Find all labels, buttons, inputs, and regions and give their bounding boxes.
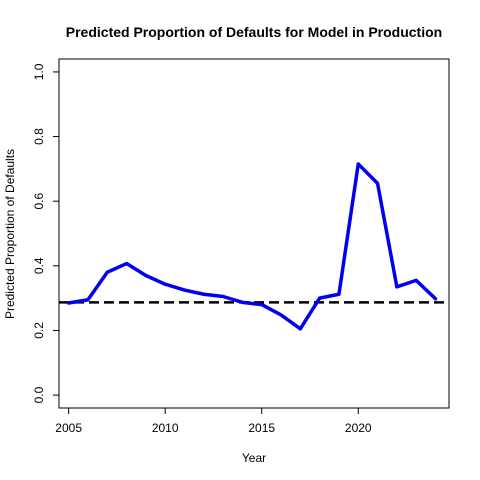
data-point	[183, 289, 186, 292]
x-tick-label: 2010	[152, 421, 179, 435]
y-tick-label: 0.2	[32, 322, 46, 339]
x-axis: 2005 2010 2015 2020	[55, 408, 372, 435]
data-point	[86, 298, 89, 301]
data-point	[241, 301, 244, 304]
data-point	[337, 293, 340, 296]
x-tick-label: 2005	[55, 421, 82, 435]
data-point	[280, 313, 283, 316]
y-tick-label: 0.0	[32, 386, 46, 403]
data-point	[357, 163, 360, 166]
y-tick-label: 1.0	[32, 63, 46, 80]
x-tick-label: 2015	[248, 421, 275, 435]
data-point	[106, 271, 109, 274]
data-point	[376, 182, 379, 185]
data-point	[202, 293, 205, 296]
data-point	[395, 285, 398, 288]
y-axis-label: Predicted Proportion of Defaults	[3, 149, 17, 319]
data-point	[434, 297, 437, 300]
series-line	[69, 164, 436, 329]
data-point	[144, 274, 147, 277]
plot-frame	[59, 59, 449, 408]
y-tick-label: 0.6	[32, 193, 46, 210]
data-point	[67, 301, 70, 304]
data-point	[222, 295, 225, 298]
x-axis-label: Year	[242, 451, 266, 465]
data-point	[260, 303, 263, 306]
y-tick-label: 0.4	[32, 257, 46, 274]
data-point	[318, 297, 321, 300]
y-axis: 0.0 0.2 0.4 0.6 0.8 1.0	[32, 63, 59, 403]
data-point	[299, 327, 302, 330]
data-point	[415, 279, 418, 282]
data-point	[125, 262, 128, 265]
y-tick-label: 0.8	[32, 128, 46, 145]
x-tick-label: 2020	[345, 421, 372, 435]
data-point	[164, 283, 167, 286]
chart-title: Predicted Proportion of Defaults for Mod…	[66, 24, 442, 40]
